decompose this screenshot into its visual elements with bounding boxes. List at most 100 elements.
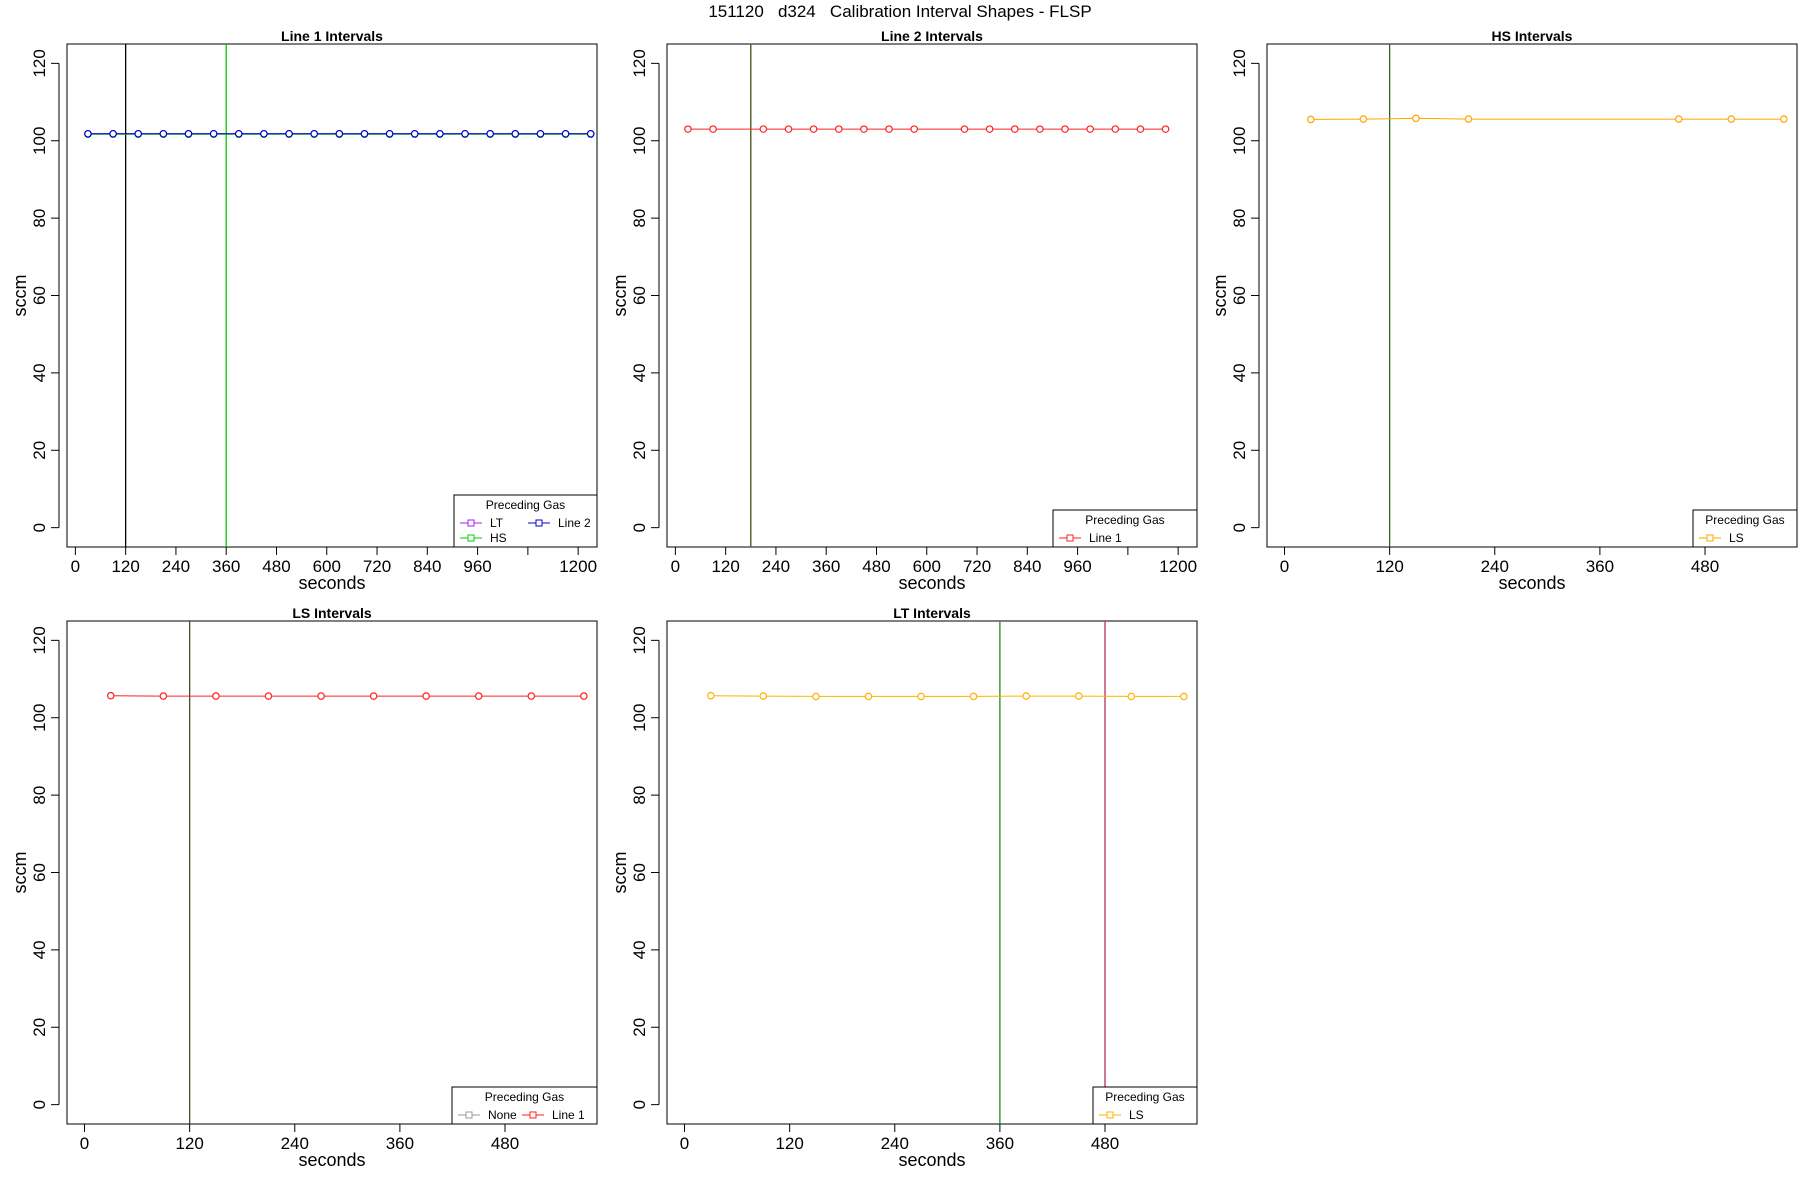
chart-title: LS Intervals (292, 605, 372, 621)
data-point (1136, 125, 1145, 133)
data-point (134, 129, 143, 138)
legend-title: Preceding Gas (1105, 1090, 1184, 1104)
x-tick-label: 0 (71, 557, 80, 576)
x-tick-label: 120 (175, 1134, 203, 1153)
legend-key-marker (1066, 534, 1074, 542)
data-point (109, 129, 117, 138)
data-point (809, 125, 818, 133)
data-point (1111, 125, 1120, 133)
legend-entry-label: Line 1 (1089, 531, 1122, 545)
y-tick-label: 80 (30, 209, 49, 228)
plot-area (707, 621, 1188, 1124)
data-point (910, 125, 918, 133)
series-line (1310, 117, 1784, 120)
legend: Preceding Gas LS (1092, 1086, 1198, 1125)
series-line (710, 695, 1184, 697)
y-tick-label: 40 (630, 940, 649, 959)
chart-lt-intervals: LT Intervals 0 120 240 360 480 0 20 40 60 80 100 120… (610, 605, 1198, 1170)
chart-title: Line 1 Intervals (281, 28, 383, 44)
data-point (985, 125, 994, 133)
data-point (209, 129, 218, 138)
data-point (335, 129, 344, 138)
data-point (1412, 114, 1420, 123)
x-tick-label: 240 (162, 557, 190, 576)
x-tick-label: 360 (386, 1134, 414, 1153)
y-tick-label: 100 (30, 704, 49, 732)
legend-key-marker (529, 1111, 537, 1119)
x-axis-label: seconds (898, 573, 965, 593)
data-point (709, 125, 717, 133)
plot-area (684, 44, 1170, 547)
y-tick-label: 40 (1230, 363, 1249, 382)
x-tick-label: 480 (491, 1134, 519, 1153)
data-point (410, 129, 419, 138)
y-axis-label: sccm (610, 852, 630, 894)
data-point (436, 129, 444, 138)
data-point (159, 129, 168, 138)
data-point (385, 129, 394, 138)
data-point (1464, 115, 1473, 123)
data-point (234, 129, 243, 138)
data-point (527, 692, 536, 700)
x-tick-label: 480 (262, 557, 290, 576)
y-tick-label: 40 (630, 363, 649, 382)
main-title: 151120 d324 Calibration Interval Shapes … (708, 2, 1092, 21)
legend: Preceding Gas Line 1 (1052, 509, 1198, 548)
data-point (1022, 692, 1030, 700)
data-point (885, 125, 893, 133)
y-tick-label: 60 (630, 863, 649, 882)
data-point (1307, 115, 1315, 124)
x-tick-label: 480 (1691, 557, 1719, 576)
y-tick-label: 80 (630, 786, 649, 805)
legend-key-marker (1706, 534, 1714, 542)
legend-title: Preceding Gas (486, 498, 565, 512)
y-tick-label: 20 (630, 441, 649, 460)
legend-title: Preceding Gas (485, 1090, 564, 1104)
x-tick-label: 120 (111, 557, 139, 576)
x-tick-label: 840 (413, 557, 441, 576)
y-tick-label: 100 (1230, 127, 1249, 155)
x-axis-label: seconds (298, 573, 365, 593)
legend-entry-label: Line 1 (552, 1108, 585, 1122)
data-point (184, 129, 193, 138)
y-tick-label: 20 (30, 1018, 49, 1037)
x-tick-label: 1200 (559, 557, 597, 576)
y-tick-label: 100 (30, 127, 49, 155)
data-point (264, 692, 273, 700)
chart-title: LT Intervals (893, 605, 971, 621)
data-point (834, 125, 843, 133)
data-point (684, 125, 692, 133)
legend-entry-label: Line 2 (558, 516, 591, 530)
data-point (1061, 125, 1069, 133)
y-tick-label: 0 (30, 523, 49, 532)
legend-title: Preceding Gas (1085, 513, 1164, 527)
plot-frame (66, 43, 598, 548)
y-tick-label: 120 (30, 49, 49, 77)
data-point (159, 692, 168, 700)
legend-key-marker (467, 534, 475, 542)
data-point (860, 125, 868, 133)
x-tick-label: 240 (881, 1134, 909, 1153)
y-tick-label: 40 (30, 940, 49, 959)
y-tick-label: 120 (30, 626, 49, 654)
data-point (580, 692, 588, 700)
plot-area (84, 44, 595, 547)
legend-entry-label: HS (490, 531, 507, 545)
x-tick-label: 1200 (1159, 557, 1197, 576)
data-point (369, 692, 378, 700)
y-tick-label: 120 (1230, 49, 1249, 77)
chart-hs-intervals: HS Intervals 0 120 240 360 480 0 20 40 60 80 100 120… (1210, 28, 1798, 593)
x-tick-label: 480 (1091, 1134, 1119, 1153)
data-point (1086, 125, 1094, 133)
y-tick-label: 60 (1230, 286, 1249, 305)
data-point (1180, 692, 1188, 701)
data-point (84, 129, 92, 138)
legend-key-marker (1106, 1111, 1114, 1119)
data-point (1074, 692, 1083, 700)
x-axis-label: seconds (298, 1150, 365, 1170)
data-point (1780, 115, 1788, 123)
x-axis-label: seconds (1498, 573, 1565, 593)
x-tick-label: 120 (711, 557, 739, 576)
data-point (969, 692, 978, 701)
